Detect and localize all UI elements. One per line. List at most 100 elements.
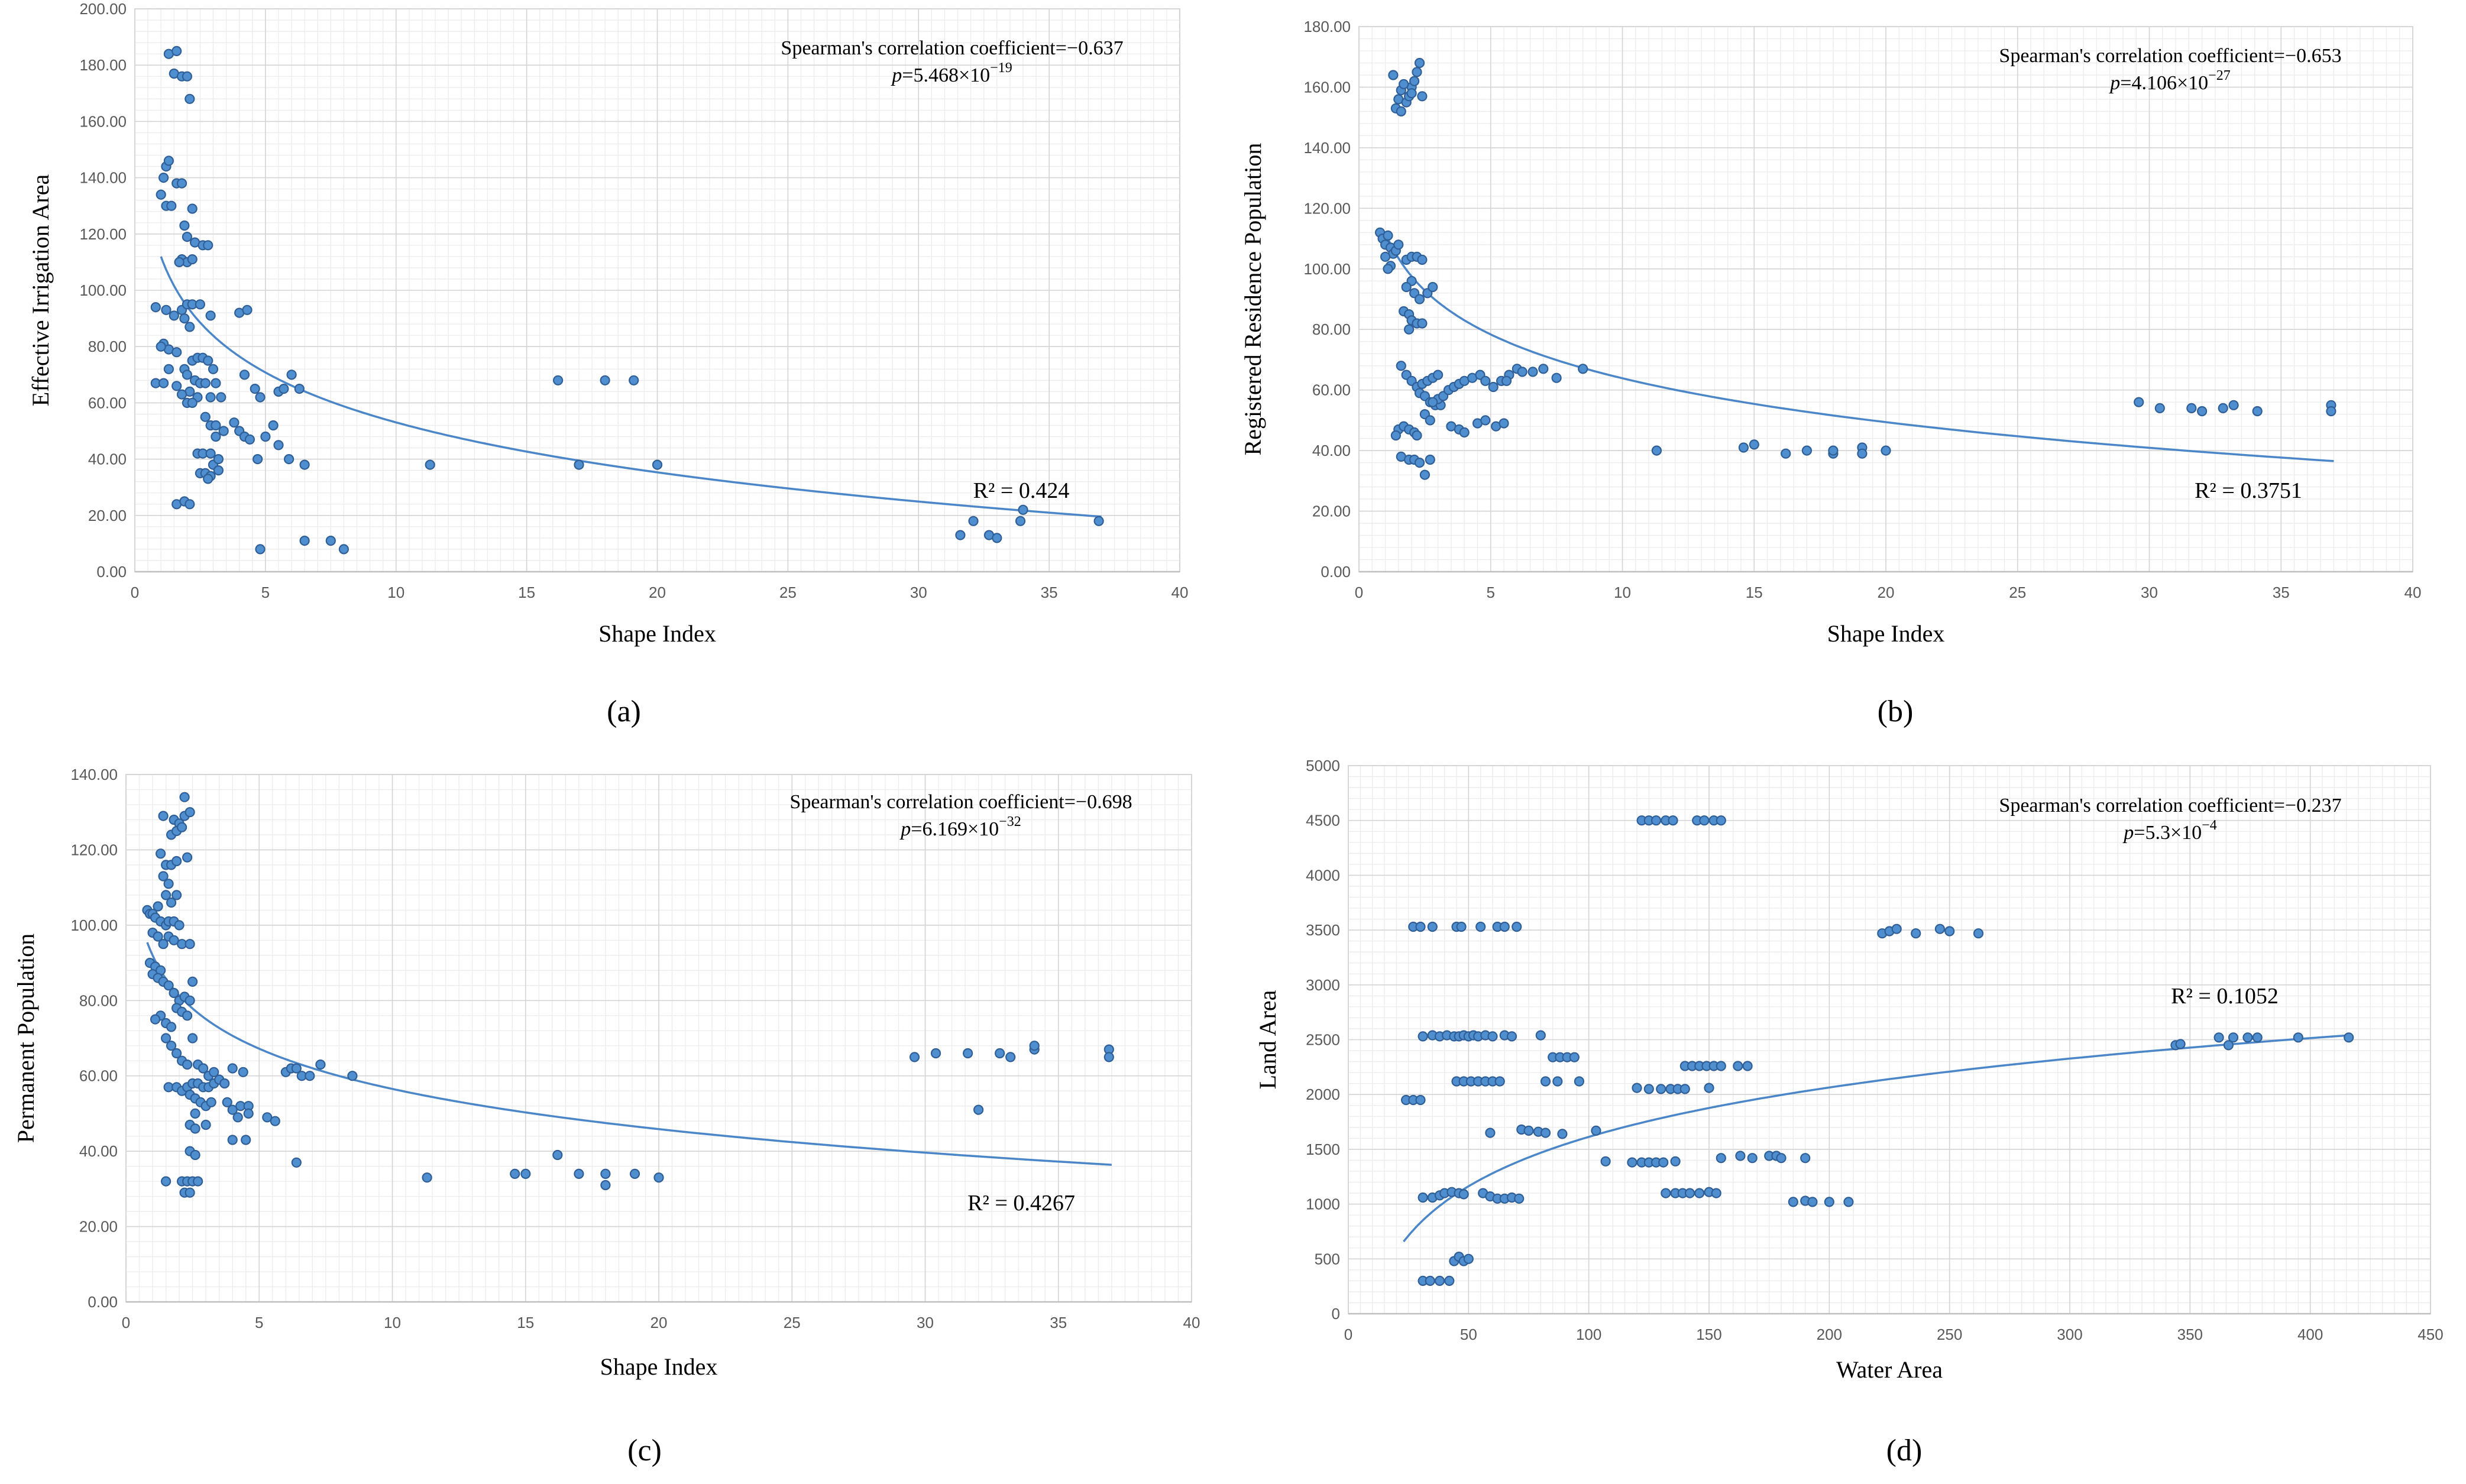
data-point (213, 465, 224, 476)
data-point (174, 257, 185, 267)
data-point (179, 792, 190, 802)
data-point (1699, 815, 1710, 826)
data-point (1517, 367, 1528, 377)
trend-line (160, 256, 1102, 518)
y-tick-label: 0.00 (88, 1293, 118, 1311)
data-point (205, 310, 216, 321)
y-tick-label: 160.00 (79, 112, 127, 130)
data-point (169, 935, 179, 945)
data-point (305, 1071, 315, 1081)
p-symbol: p (891, 64, 902, 86)
data-point (1711, 1188, 1721, 1198)
x-tick-label: 400 (2297, 1326, 2323, 1343)
data-point (1412, 430, 1422, 441)
data-point (150, 302, 161, 313)
data-point (1716, 1061, 1726, 1071)
data-point (315, 1059, 326, 1070)
data-point (203, 240, 213, 251)
data-point (169, 987, 179, 999)
data-point (574, 459, 584, 470)
data-point (209, 1067, 219, 1077)
data-point (198, 1063, 209, 1074)
x-tick-label: 5 (1487, 584, 1495, 601)
data-point (1499, 921, 1510, 932)
data-point (182, 1010, 193, 1021)
data-point (211, 420, 221, 431)
data-point (250, 383, 260, 394)
data-point (1828, 445, 1839, 456)
data-point (1488, 381, 1499, 393)
y-tick-label: 200.00 (79, 0, 127, 18)
y-tick-label: 80.00 (88, 338, 127, 355)
data-point (2252, 406, 2263, 417)
data-point (955, 530, 966, 540)
data-point (1393, 239, 1404, 250)
data-point (1857, 448, 1868, 459)
data-point (1800, 1153, 1811, 1164)
p-value-text: p=4.106×10−27 (2109, 68, 2230, 94)
y-axis-title: Effective Irrigation Area (27, 174, 54, 407)
scatter-points (150, 46, 1104, 555)
data-point (2252, 1032, 2263, 1043)
x-tick-label: 15 (517, 1314, 534, 1331)
data-point (158, 378, 169, 388)
x-axis-title: Shape Index (598, 620, 716, 647)
data-point (1029, 1041, 1040, 1051)
data-point (161, 1176, 171, 1187)
data-point (187, 254, 198, 265)
data-point (1425, 415, 1435, 426)
data-point (241, 1135, 251, 1145)
data-point (2344, 1032, 2354, 1043)
trend-line (1384, 232, 2334, 462)
panel-label: (b) (1878, 695, 1914, 728)
data-point (1444, 1275, 1455, 1287)
y-tick-label: 60.00 (1312, 381, 1351, 399)
data-point (1425, 454, 1435, 465)
x-tick-label: 40 (1183, 1314, 1200, 1331)
y-axis-title: Registered Residence Population (1240, 143, 1266, 456)
p-value-text: p=5.468×10−19 (891, 60, 1012, 86)
data-point (190, 1123, 200, 1134)
data-point (1093, 516, 1104, 526)
x-tick-label: 35 (1050, 1314, 1067, 1331)
x-tick-label: 20 (649, 584, 666, 601)
data-point (253, 453, 263, 465)
data-point (1643, 1084, 1654, 1094)
data-point (1704, 1083, 1714, 1093)
data-point (1383, 230, 1393, 241)
data-point (1523, 1125, 1534, 1136)
data-point (161, 890, 171, 900)
y-tick-label: 40.00 (79, 1142, 118, 1160)
data-point (2293, 1032, 2303, 1043)
data-point (206, 1097, 216, 1107)
y-tick-label: 500 (1315, 1250, 1340, 1268)
x-tick-label: 350 (2177, 1326, 2203, 1343)
y-tick-label: 140.00 (79, 169, 127, 187)
gridlines (1348, 765, 2431, 1315)
data-point (171, 890, 182, 900)
chart-panel-c: 0 5 10 15 20 25 30 35 40 0.00 20.00 40.00 60.00 80.00… (0, 742, 1233, 1484)
data-point (243, 1108, 254, 1119)
data-point (171, 856, 182, 867)
data-point (994, 1048, 1005, 1059)
data-point (1418, 1192, 1428, 1203)
x-tick-label: 15 (1746, 584, 1763, 601)
data-point (156, 848, 166, 859)
data-point (294, 383, 305, 394)
data-point (182, 232, 192, 242)
data-point (153, 931, 163, 942)
data-point (338, 544, 349, 555)
p-value-exponent: −32 (999, 814, 1021, 830)
scatter-points (142, 792, 1114, 1198)
data-point (1103, 1052, 1114, 1062)
data-point (291, 1063, 302, 1074)
data-point (177, 822, 187, 832)
data-point (195, 299, 205, 310)
data-point (1425, 1275, 1435, 1287)
data-point (1480, 375, 1491, 386)
data-point (1415, 1094, 1426, 1106)
data-point (1417, 91, 1428, 102)
data-point (1390, 430, 1401, 441)
data-point (284, 453, 295, 465)
data-point (1005, 1052, 1016, 1062)
